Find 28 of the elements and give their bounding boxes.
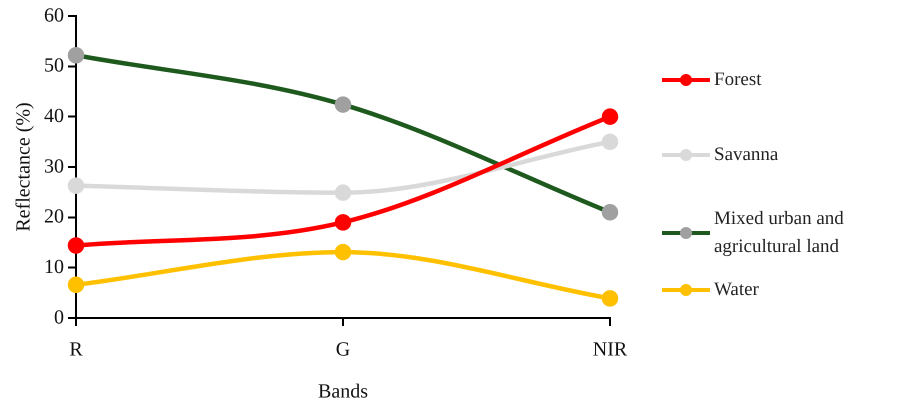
y-tick-label: 30	[44, 155, 64, 178]
y-tick-label: 0	[54, 306, 64, 328]
point	[68, 177, 84, 194]
point	[68, 237, 84, 254]
point	[602, 108, 618, 125]
y-tick-label: 50	[44, 54, 64, 77]
point	[68, 276, 84, 294]
point	[68, 47, 84, 64]
point	[334, 96, 352, 113]
point	[334, 244, 352, 260]
y-axis-title: Reflectance (%)	[12, 102, 34, 232]
y-tick-label: 20	[44, 206, 64, 228]
point	[602, 134, 618, 150]
y-tick-label: 40	[44, 104, 64, 127]
x-tick-label: R	[69, 338, 84, 360]
point	[334, 184, 352, 201]
point	[334, 214, 352, 231]
x-axis-title: Bands	[318, 380, 368, 402]
legend-label: Forest	[714, 68, 762, 92]
legend-label: Mixed urban and agricultural land	[714, 207, 845, 259]
x-tick-label: G	[336, 338, 350, 360]
legend-label: Savanna	[714, 143, 778, 167]
x-tick-label: NIR	[592, 338, 628, 360]
legend-label: Water	[714, 278, 759, 302]
y-tick-label: 10	[44, 256, 64, 278]
point	[602, 290, 618, 307]
point	[602, 204, 618, 221]
y-tick-label: 60	[44, 4, 64, 26]
